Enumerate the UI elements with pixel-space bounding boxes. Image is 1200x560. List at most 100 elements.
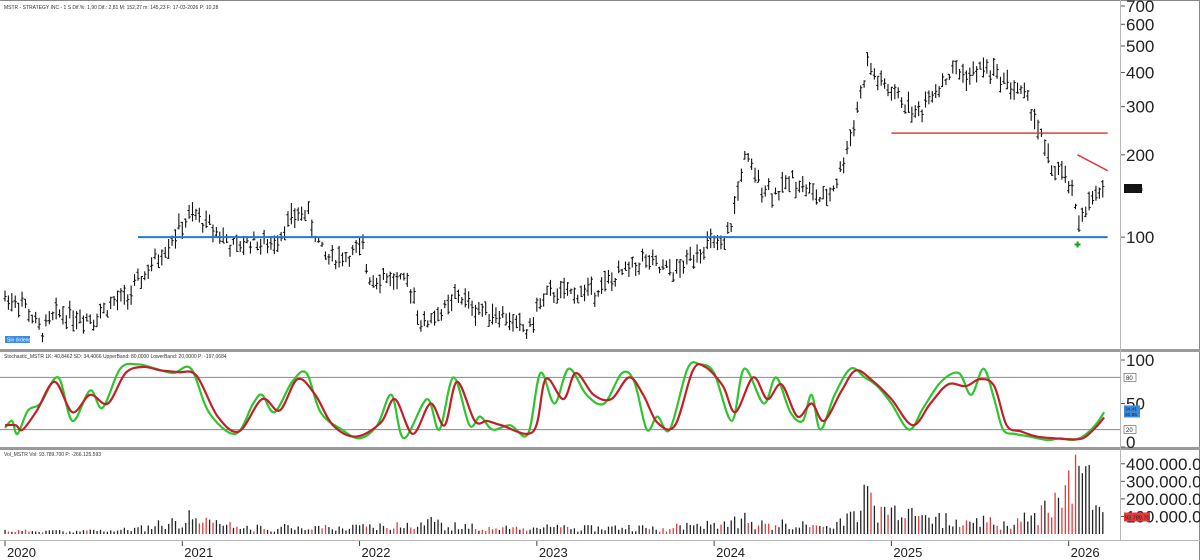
volume-bar xyxy=(628,524,630,534)
volume-bar xyxy=(604,530,606,534)
ohlc-bar xyxy=(456,289,461,304)
volume-bar xyxy=(256,524,258,534)
volume-bar xyxy=(137,527,139,534)
volume-bar xyxy=(1068,470,1070,534)
volume-panel-header: Vol_MSTR Vol: 93.789.700 P: -266.125.593 xyxy=(4,452,101,458)
volume-bar xyxy=(1064,485,1066,534)
ohlc-bar xyxy=(804,184,808,197)
volume-bar xyxy=(522,528,524,534)
ohlc-bar xyxy=(10,293,14,312)
volume-bar xyxy=(976,518,978,534)
volume-bar xyxy=(485,531,487,534)
volume-bar xyxy=(427,519,429,534)
volume-bar xyxy=(294,529,296,534)
price-axis-label: 700 xyxy=(1126,0,1154,16)
ohlc-bar xyxy=(743,150,747,160)
ohlc-bar xyxy=(228,244,232,257)
volume-bar xyxy=(178,528,180,534)
volume-bar xyxy=(4,529,6,534)
panel-divider-1[interactable] xyxy=(0,349,1200,352)
volume-bar xyxy=(706,520,709,534)
volume-bar xyxy=(1033,513,1036,534)
orders-badge[interactable] xyxy=(5,336,30,343)
volume-bar xyxy=(1098,506,1101,534)
volume-bar xyxy=(641,525,644,534)
panel-divider-2[interactable] xyxy=(0,447,1200,450)
volume-bar xyxy=(226,524,228,534)
ohlc-bar xyxy=(784,175,788,190)
volume-bar xyxy=(65,532,68,534)
volume-bar xyxy=(86,530,88,534)
ohlc-bar xyxy=(51,311,55,321)
volume-bar xyxy=(573,528,576,534)
ohlc-bar xyxy=(54,297,58,320)
volume-bar xyxy=(133,527,136,534)
ohlc-bar xyxy=(913,105,917,118)
volume-bar xyxy=(938,512,940,534)
ohlc-bar xyxy=(23,298,28,309)
volume-bar xyxy=(31,530,33,534)
volume-bar xyxy=(577,531,579,534)
volume-bar xyxy=(444,530,446,534)
price-axis-label: 200 xyxy=(1126,146,1154,165)
ohlc-bar xyxy=(484,301,488,316)
stochastic-line-d xyxy=(4,362,1105,441)
volume-bar xyxy=(662,528,664,534)
ohlc-bar xyxy=(6,295,11,310)
volume-bar xyxy=(335,530,337,534)
volume-bar xyxy=(795,527,797,534)
volume-bar xyxy=(648,529,651,534)
stochastic-value-badge xyxy=(1124,405,1140,418)
volume-bar xyxy=(624,529,627,534)
ohlc-bar xyxy=(13,295,17,308)
signal-marker-icon[interactable] xyxy=(1074,241,1081,248)
ohlc-bar xyxy=(340,252,345,267)
volume-bar xyxy=(955,519,957,534)
ohlc-bar xyxy=(964,70,969,91)
ohlc-bar xyxy=(303,209,307,222)
volume-bar xyxy=(1061,507,1063,534)
volume-bar xyxy=(280,526,282,534)
ohlc-bar xyxy=(770,193,774,208)
ohlc-bar xyxy=(988,70,992,85)
ohlc-bar xyxy=(1032,108,1037,130)
ohlc-bar xyxy=(95,313,99,328)
stochastic-value-label: 40,85 xyxy=(1125,412,1137,418)
volume-bar xyxy=(1006,525,1009,534)
volume-bar xyxy=(999,529,1002,534)
volume-bar xyxy=(191,519,194,534)
ohlc-bar xyxy=(378,274,382,294)
volume-bar xyxy=(304,530,306,534)
volume-bar xyxy=(123,527,126,534)
volume-bar xyxy=(403,528,405,534)
stochastic-line-k xyxy=(4,361,1106,442)
ohlc-bar xyxy=(995,63,999,79)
volume-bar xyxy=(365,526,368,534)
volume-bar xyxy=(757,525,760,534)
volume-bar xyxy=(416,526,419,534)
ohlc-bar xyxy=(835,178,839,189)
price-axis-label: 600 xyxy=(1126,15,1154,34)
ohlc-bar xyxy=(763,185,767,197)
ohlc-bar xyxy=(729,223,733,233)
ohlc-bar xyxy=(64,315,68,330)
ohlc-bar xyxy=(821,185,825,200)
ohlc-bar xyxy=(1053,165,1057,181)
ohlc-bar xyxy=(269,236,273,250)
volume-bar xyxy=(904,518,906,534)
chart-line-trendline[interactable] xyxy=(1077,154,1109,172)
volume-bar xyxy=(986,522,988,534)
volume-bar xyxy=(212,522,214,534)
volume-bar xyxy=(877,522,879,534)
volume-bar xyxy=(526,530,528,534)
ohlc-bar xyxy=(398,273,403,280)
volume-bar xyxy=(1054,492,1056,534)
ohlc-bar xyxy=(395,272,399,290)
ohlc-bar xyxy=(940,73,945,88)
ohlc-bar xyxy=(334,260,338,270)
ohlc-bar xyxy=(272,235,276,255)
ohlc-bar xyxy=(375,277,379,290)
ohlc-bar xyxy=(896,87,900,99)
volume-bar xyxy=(515,526,518,534)
volume-bar xyxy=(853,511,855,534)
